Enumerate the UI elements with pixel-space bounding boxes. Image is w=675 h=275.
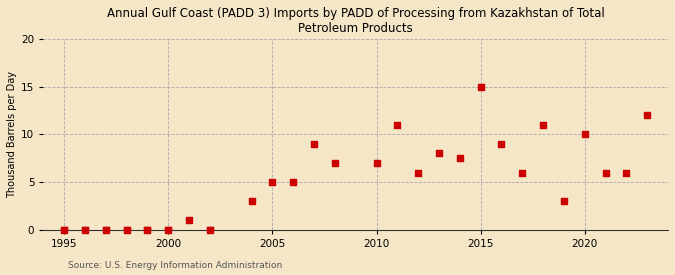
Point (392, 123, 403, 127)
Point (184, 218, 194, 222)
Point (475, 84, 486, 89)
Point (205, 228, 215, 232)
Point (642, 113, 653, 117)
Point (205, 228, 215, 232)
Point (371, 161, 382, 165)
Point (517, 170, 528, 175)
Point (101, 228, 111, 232)
Point (600, 170, 611, 175)
Point (538, 123, 549, 127)
Point (413, 170, 424, 175)
Point (142, 228, 153, 232)
Point (433, 151, 444, 156)
Point (59, 228, 70, 232)
Point (163, 228, 173, 232)
Point (558, 199, 569, 203)
Point (496, 142, 507, 146)
Text: Source: U.S. Energy Information Administration: Source: U.S. Energy Information Administ… (68, 260, 281, 270)
Point (288, 180, 298, 184)
Point (59, 228, 70, 232)
Point (163, 228, 173, 232)
Title: Annual Gulf Coast (PADD 3) Imports by PADD of Processing from Kazakhstan of Tota: Annual Gulf Coast (PADD 3) Imports by PA… (107, 7, 605, 35)
Point (80, 228, 90, 232)
Point (308, 142, 319, 146)
Point (142, 228, 153, 232)
Point (329, 161, 340, 165)
Point (246, 199, 257, 203)
Point (122, 228, 132, 232)
Point (267, 180, 278, 184)
Point (454, 156, 465, 160)
Point (621, 170, 632, 175)
Point (101, 228, 111, 232)
Point (579, 132, 590, 136)
Point (122, 228, 132, 232)
Point (80, 228, 90, 232)
Y-axis label: Thousand Barrels per Day: Thousand Barrels per Day (7, 71, 17, 198)
